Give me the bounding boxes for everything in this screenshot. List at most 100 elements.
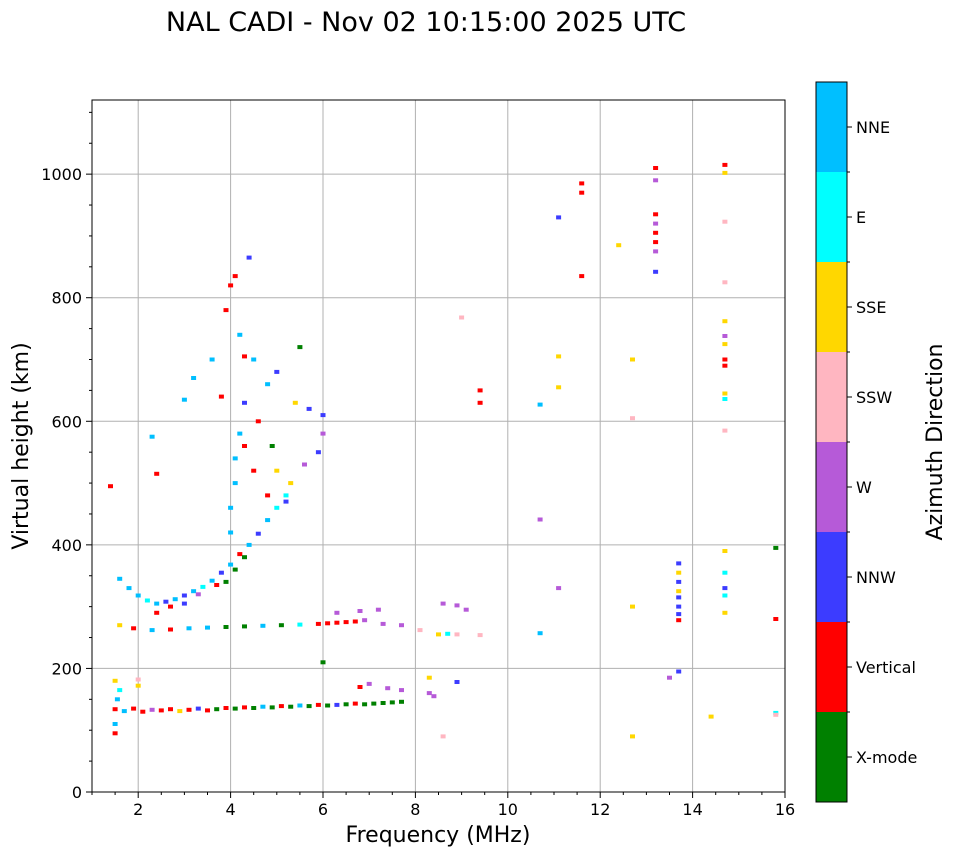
echo-point: [431, 694, 437, 699]
echo-point: [302, 462, 307, 467]
x-tick-label: 6: [318, 800, 328, 819]
echo-point: [463, 607, 469, 612]
echo-point: [306, 704, 312, 709]
echo-point: [112, 707, 118, 712]
echo-point: [357, 609, 363, 613]
echo-point: [181, 397, 187, 402]
echo-point: [722, 593, 728, 598]
echo-point: [426, 675, 432, 680]
echo-point: [653, 269, 659, 274]
echo-point: [163, 599, 169, 604]
echo-point: [251, 468, 257, 473]
echo-point: [676, 589, 682, 594]
echo-point: [149, 707, 155, 712]
echo-point: [168, 707, 173, 712]
echo-point: [477, 633, 483, 638]
colorbar-segment: [816, 352, 847, 442]
echo-point: [556, 354, 562, 359]
echo-point: [722, 570, 728, 575]
echo-point: [223, 625, 229, 629]
colorbar-segment: [816, 262, 847, 352]
echo-point: [278, 704, 284, 709]
echo-point: [556, 385, 562, 390]
echo-point: [242, 354, 247, 359]
echo-point: [242, 555, 247, 560]
echo-point: [653, 230, 659, 235]
echo-point: [149, 434, 155, 439]
echo-point: [255, 419, 261, 424]
echo-point: [246, 255, 252, 260]
echo-point: [653, 249, 659, 254]
x-tick-label: 12: [590, 800, 610, 819]
echo-point: [362, 702, 368, 707]
colorbar-segment: [816, 532, 847, 622]
echo-point: [315, 702, 321, 707]
echo-point: [380, 621, 386, 626]
echo-point: [251, 357, 257, 362]
x-axis: 2 4 6 8 10 12 14 16: [91, 792, 795, 819]
echo-point: [315, 450, 321, 455]
echo-point: [334, 610, 340, 615]
echo-point: [436, 632, 441, 637]
echo-point: [653, 178, 659, 183]
colorbar-segment: [816, 82, 847, 172]
echo-point: [616, 243, 622, 248]
echo-point: [454, 632, 460, 637]
colorbar-segment: [816, 712, 847, 802]
echo-point: [112, 678, 118, 683]
colorbar-tick-label: X-mode: [856, 748, 917, 767]
echo-point: [676, 618, 682, 623]
echo-point: [288, 704, 294, 709]
echo-point: [667, 675, 672, 680]
echo-point: [343, 620, 349, 625]
echo-point: [630, 416, 635, 421]
echo-point: [366, 681, 372, 686]
echo-point: [556, 586, 562, 591]
colorbar-tick-label: SSE: [856, 298, 886, 317]
echo-point: [126, 586, 132, 591]
colorbar-tick-label: SSW: [856, 388, 892, 407]
echo-point: [242, 400, 247, 405]
echo-point: [200, 584, 206, 589]
echo-point: [352, 701, 358, 706]
echo-point: [223, 308, 229, 313]
echo-point: [320, 660, 326, 665]
echo-point: [454, 603, 460, 608]
echo-point: [722, 610, 728, 615]
echo-point: [676, 579, 682, 584]
colorbar-segment: [816, 622, 847, 712]
echo-point: [237, 332, 243, 337]
echo-point: [172, 597, 178, 602]
x-tick-label: 16: [775, 800, 795, 819]
echo-point: [135, 593, 141, 598]
echo-point: [121, 709, 127, 714]
echo-point: [232, 274, 238, 279]
echo-point: [186, 707, 192, 712]
echo-point: [537, 631, 543, 636]
echo-point: [228, 562, 234, 567]
echo-point: [237, 431, 243, 436]
echo-point: [191, 376, 197, 380]
echo-point: [168, 604, 173, 609]
echo-point: [306, 406, 312, 411]
echo-point: [653, 166, 659, 170]
echo-point: [114, 697, 120, 702]
echo-point: [440, 734, 446, 739]
echo-point: [320, 413, 326, 418]
echo-point: [630, 604, 635, 609]
echo-point: [181, 601, 187, 606]
echo-point: [177, 709, 183, 714]
echo-point: [242, 444, 247, 448]
echo-point: [117, 623, 123, 628]
echo-point: [218, 394, 224, 399]
echo-point: [195, 592, 201, 597]
echo-point: [722, 428, 728, 433]
echo-point: [722, 319, 728, 324]
echo-point: [773, 712, 779, 717]
chart-title: NAL CADI - Nov 02 10:15:00 2025 UTC: [166, 7, 686, 38]
echo-point: [292, 400, 298, 405]
echo-point: [426, 691, 432, 696]
echo-point: [380, 701, 386, 705]
echo-point: [722, 363, 728, 368]
echo-point: [334, 620, 340, 625]
